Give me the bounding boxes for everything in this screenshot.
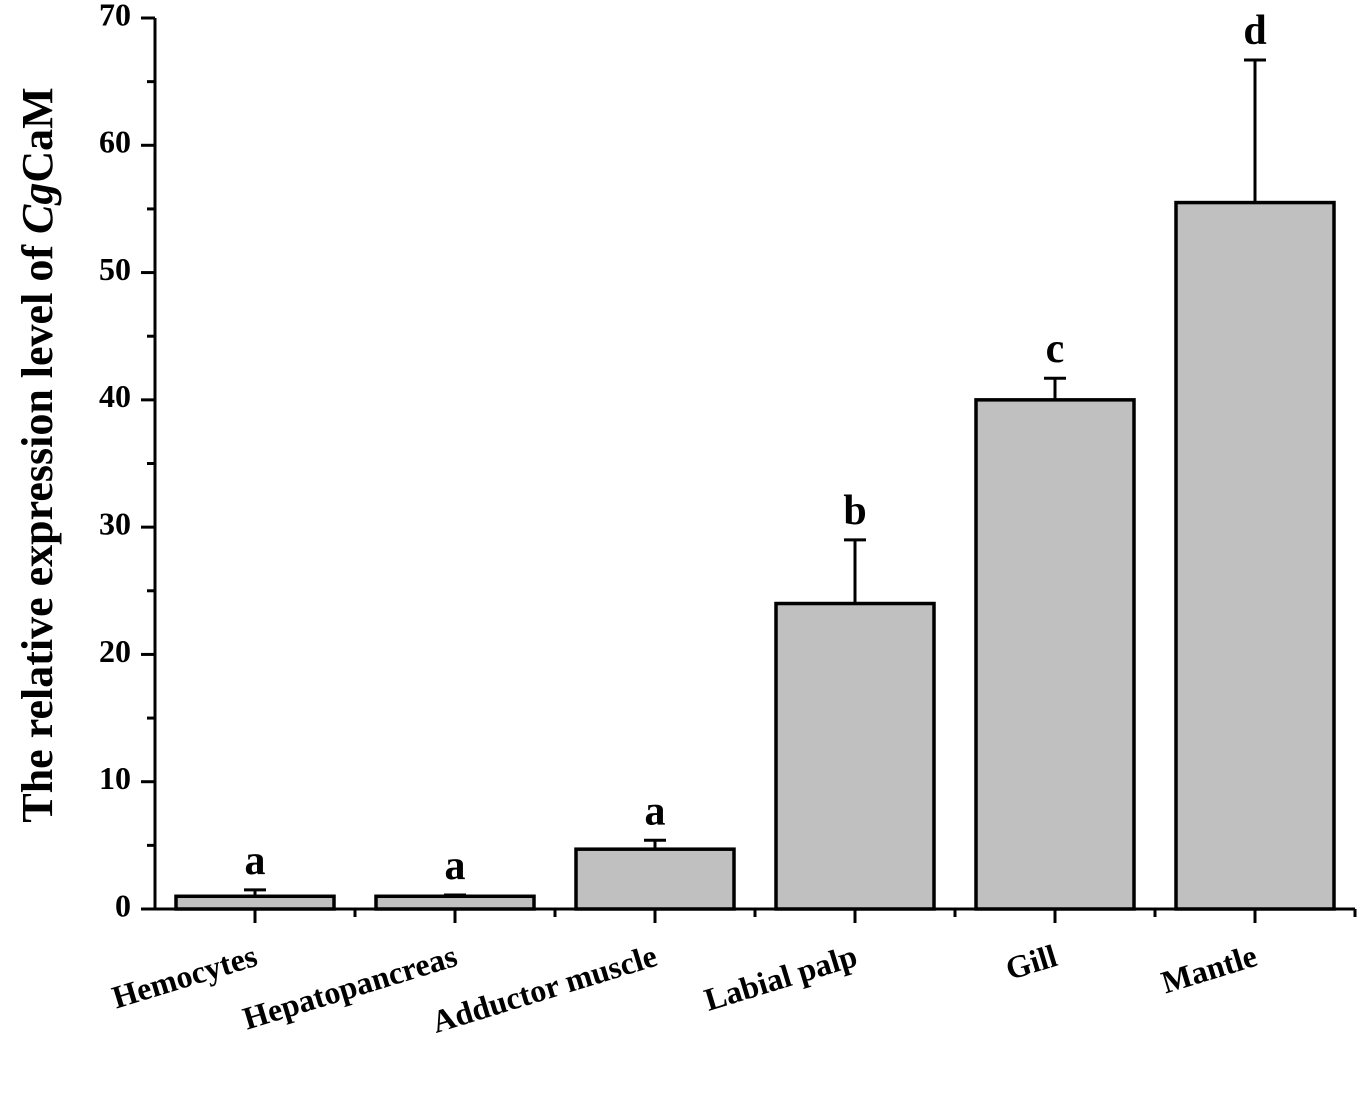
x-tick-label: Gill [1001, 937, 1061, 987]
x-tick-label: Adductor muscle [428, 937, 662, 1040]
bar [574, 847, 736, 911]
y-axis-title-prefix: The relative expression level of [13, 234, 62, 823]
y-tick-label: 70 [99, 0, 131, 32]
bar [374, 894, 536, 911]
y-tick-label: 10 [99, 760, 131, 796]
x-tick-label: Labial palp [700, 937, 861, 1017]
y-tick-label: 20 [99, 633, 131, 669]
x-tick-label: Mantle [1157, 937, 1261, 1000]
axes [141, 16, 1357, 923]
significance-label: a [645, 788, 666, 834]
significance-label: b [843, 488, 866, 534]
significance-label: a [445, 843, 466, 889]
bar [174, 894, 336, 911]
significance-label: a [245, 838, 266, 884]
y-axis-title: The relative expression level of CgCaM [13, 87, 62, 822]
bar [774, 601, 936, 911]
y-tick-label: 50 [99, 251, 131, 287]
bar [974, 398, 1136, 911]
y-tick-label: 0 [115, 887, 131, 923]
significance-label: c [1046, 326, 1065, 372]
y-tick-label: 60 [99, 124, 131, 160]
y-axis-title-italic: Cg [13, 183, 62, 234]
y-axis-title-suffix: CaM [13, 87, 62, 182]
bars [174, 58, 1336, 911]
y-tick-label: 30 [99, 505, 131, 541]
bar [1174, 200, 1336, 911]
significance-label: d [1243, 8, 1266, 54]
x-tick-label: Hepatopancreas [239, 937, 461, 1036]
y-tick-label: 40 [99, 378, 131, 414]
